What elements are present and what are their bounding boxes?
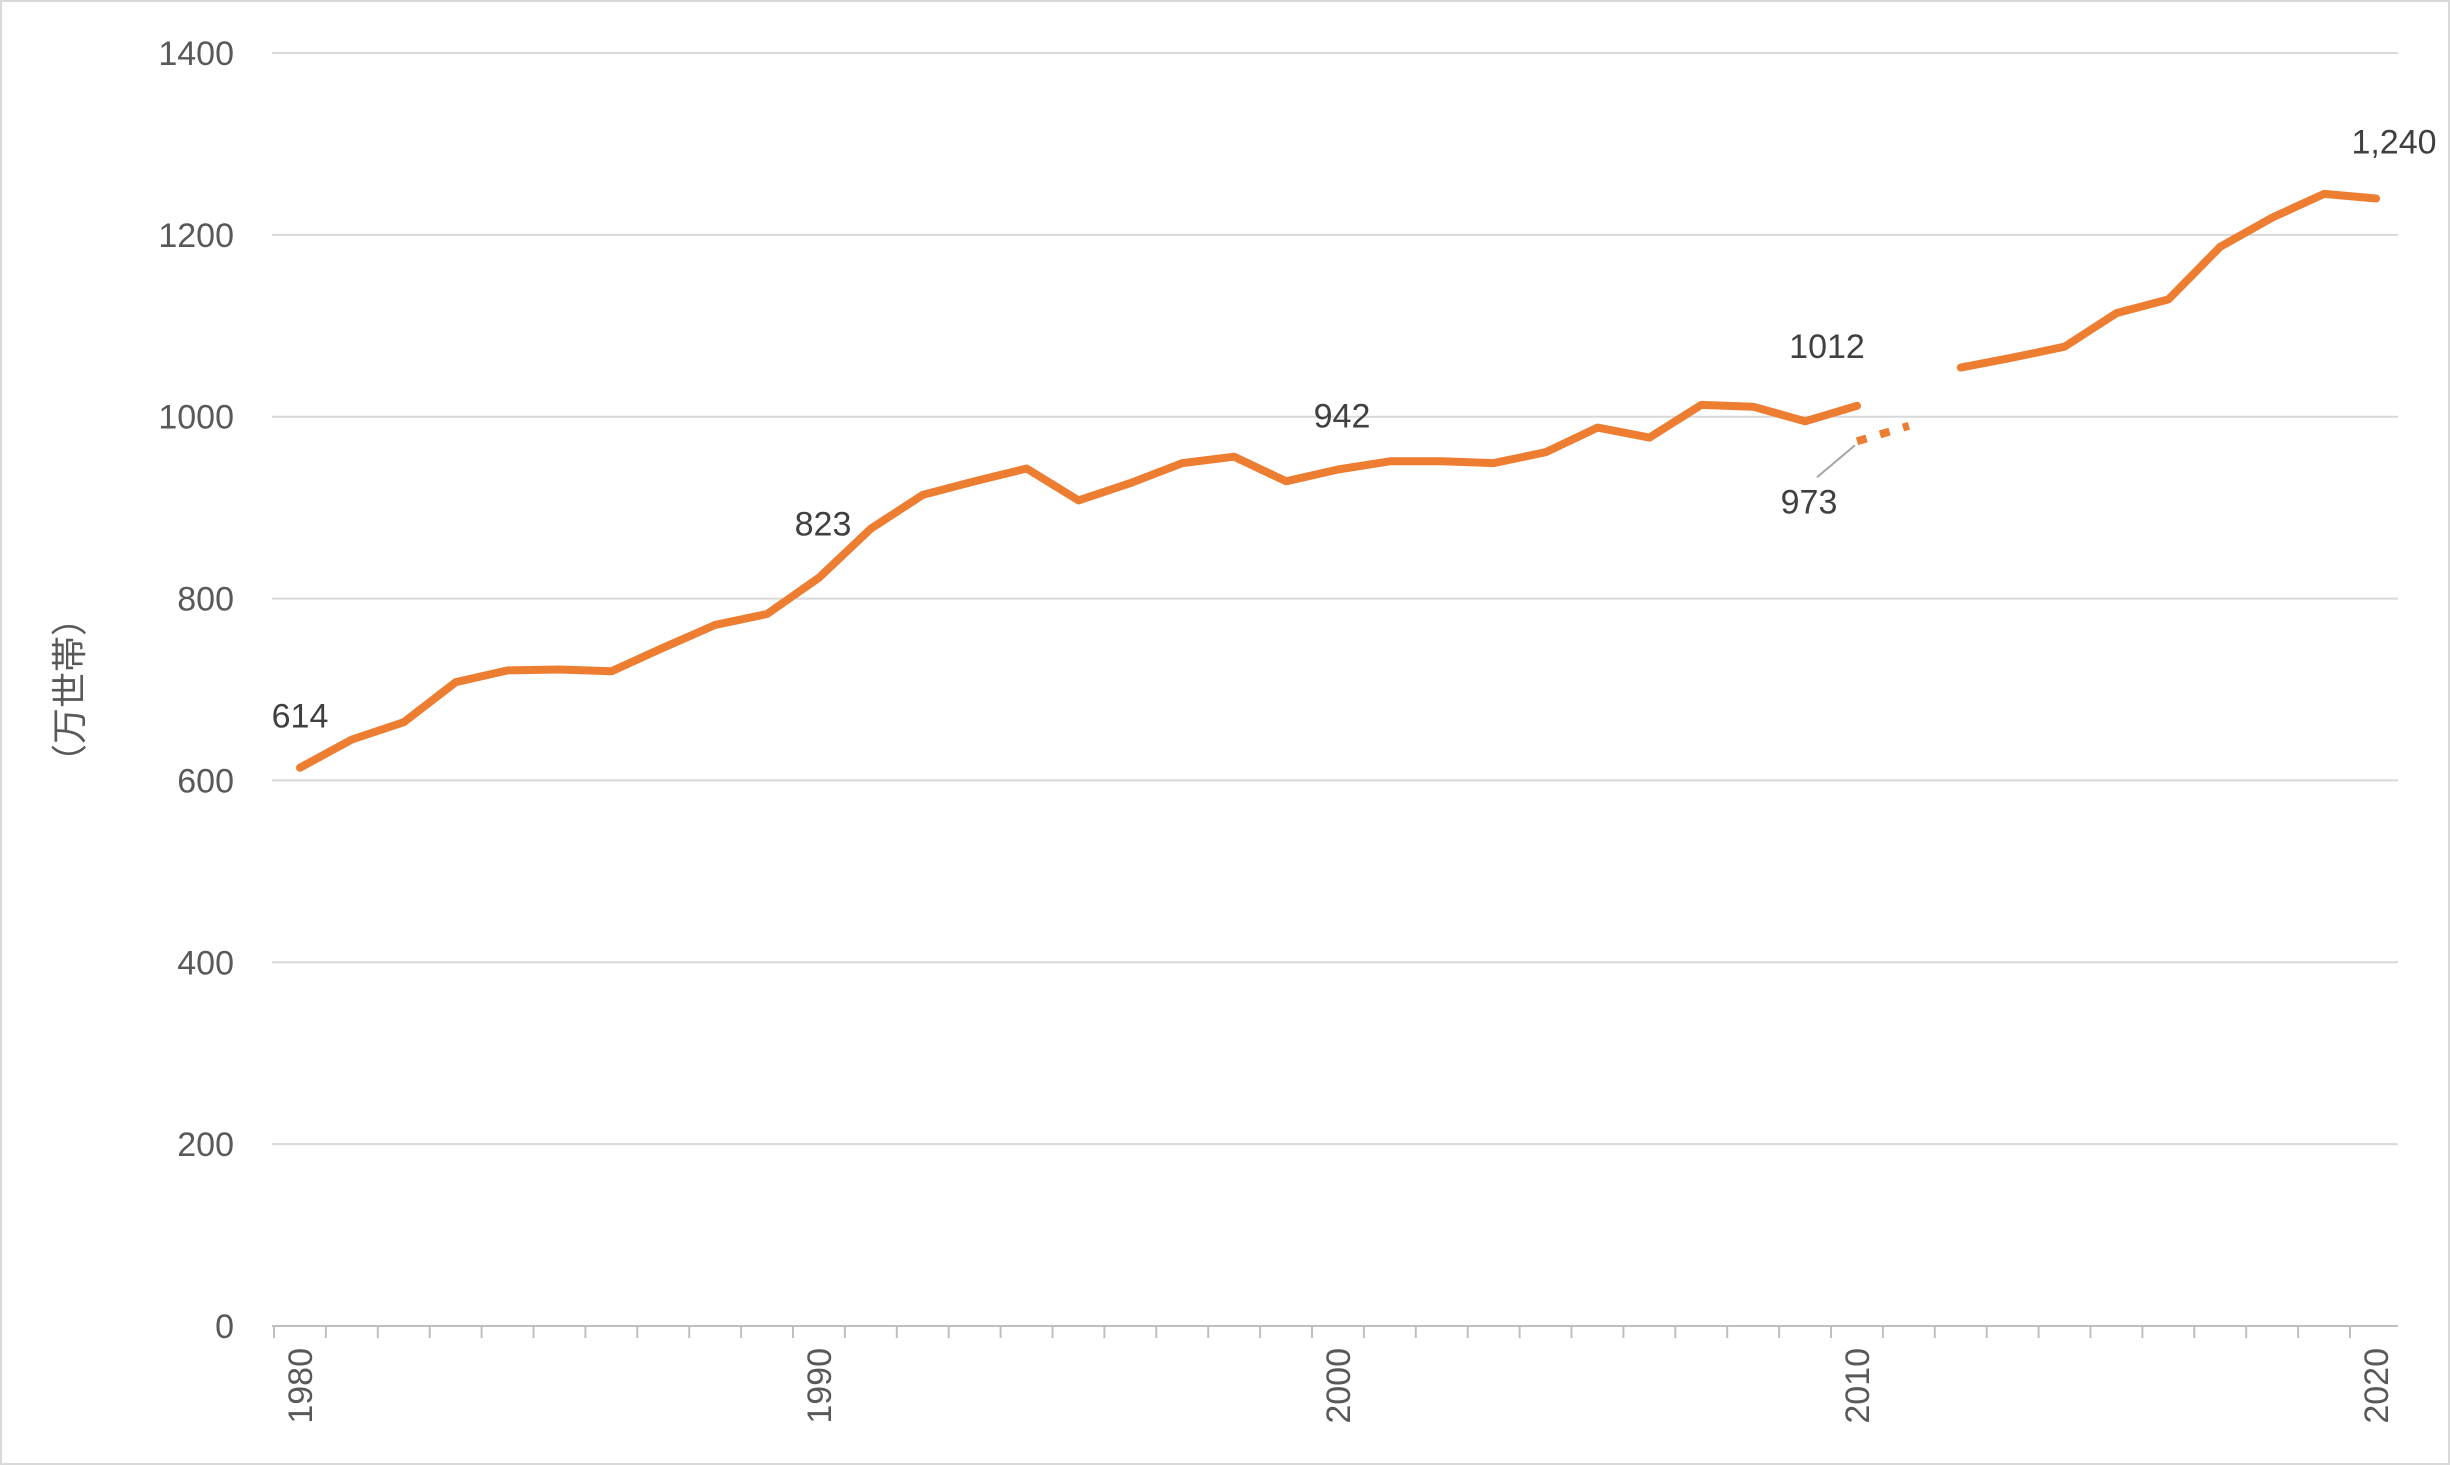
x-axis: 1980 1990 2000 2010 2020 [272,1325,2398,1424]
y-axis: 0 200 400 600 800 1000 1200 1400 [158,35,234,1346]
data-label: 1,240 [2351,123,2436,161]
x-tick-label: 2020 [2358,1348,2396,1424]
gridlines [272,52,2398,1146]
y-tick-label: 1400 [158,35,234,73]
y-tick-label: 0 [215,1308,234,1346]
y-tick-label: 800 [177,581,234,619]
y-tick-label: 1000 [158,399,234,437]
data-label: 1012 [1789,328,1865,366]
data-label: 942 [1314,397,1371,435]
y-tick-label: 600 [177,762,234,800]
x-tick-label: 1980 [282,1348,320,1424]
series-lines [296,189,2380,772]
y-tick-label: 400 [177,944,234,982]
leader-line [1816,444,1856,479]
data-labels: 614 823 942 1012 973 1,240 [272,123,2437,735]
series-line-3 [1956,189,2380,372]
data-label: 973 [1781,483,1838,521]
y-axis-title: （万世帯） [50,600,91,780]
y-tick-label: 200 [177,1126,234,1164]
data-label: 823 [795,506,852,544]
x-tick-label: 2000 [1320,1348,1358,1424]
series-line-2 [1855,421,1911,446]
series-line-1 [296,400,1861,772]
y-tick-label: 1200 [158,217,234,255]
x-tick-label: 2010 [1839,1348,1877,1424]
x-tick-label: 1990 [801,1348,839,1424]
data-label: 614 [272,698,329,736]
